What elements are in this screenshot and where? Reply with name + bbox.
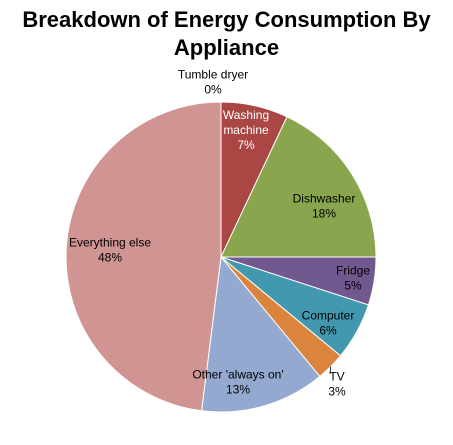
pie-slice-everything-else — [65, 101, 222, 412]
leader-line-tv — [329, 366, 332, 375]
chart-title-line-1: Breakdown of Energy Consumption By — [22, 7, 431, 32]
data-label-dishwasher: Dishwasher 18% — [293, 192, 356, 221]
pie-slices — [65, 101, 377, 413]
chart-title-line-2: Appliance — [173, 35, 280, 60]
data-label-fridge: Fridge 5% — [336, 264, 370, 293]
pie-slice-other-always-on — [201, 255, 321, 413]
data-label-computer: Computer 6% — [302, 309, 355, 338]
pie-data-labels: Tumble dryer 0% Washing machine 7% Dishwasher… — [69, 68, 370, 399]
chart-title: Breakdown of Energy Consumption By Appli… — [0, 6, 453, 62]
data-label-other-always-on: Other 'always on' 13% — [192, 368, 283, 397]
data-label-washing-machine: Washing machine 7% — [223, 108, 269, 152]
data-label-tumble-dryer: Tumble dryer 0% — [178, 68, 248, 97]
data-label-everything-else: Everything else 48% — [69, 236, 151, 265]
data-label-tv: TV 3% — [328, 370, 346, 399]
pie-slice-dishwasher — [220, 116, 377, 258]
